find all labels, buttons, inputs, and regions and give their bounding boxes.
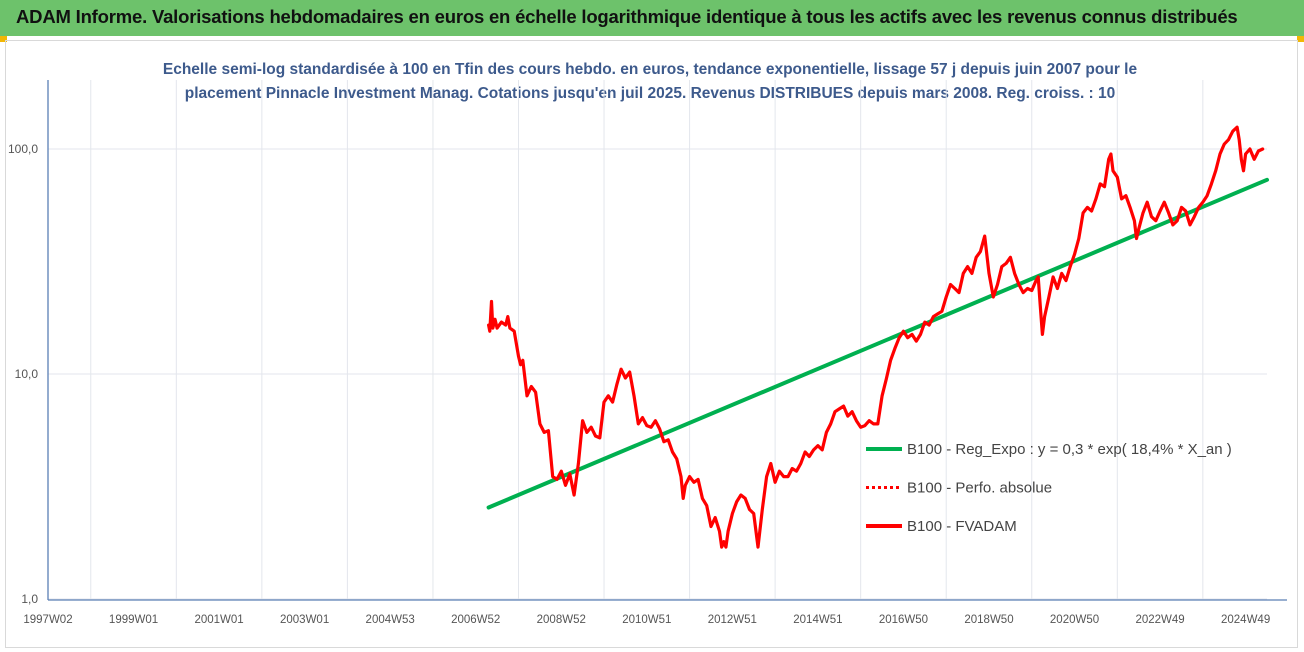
chart-title-line-1: Echelle semi-log standardisée à 100 en T… xyxy=(162,61,1138,78)
header-banner: ADAM Informe. Valorisations hebdomadaire… xyxy=(0,0,1304,36)
y-tick-label: 100,0 xyxy=(8,142,38,156)
x-tick-label: 2012W51 xyxy=(708,614,757,626)
x-tick-label: 2022W49 xyxy=(1135,614,1184,626)
x-tick-label: 2010W51 xyxy=(622,614,671,626)
x-tick-label: 1997W02 xyxy=(23,614,72,626)
x-tick-label: 2003W01 xyxy=(280,614,329,626)
y-tick-label: 1,0 xyxy=(21,592,38,606)
chart-area-border xyxy=(5,40,1298,648)
legend-label-2: B100 - FVADAM xyxy=(907,518,1017,535)
x-tick-label: 2016W50 xyxy=(879,614,928,626)
x-tick-label: 2024W49 xyxy=(1221,614,1270,626)
x-tick-label: 2004W53 xyxy=(366,614,415,626)
legend-label-0: B100 - Reg_Expo : y = 0,3 * exp( 18,4% *… xyxy=(907,441,1232,458)
x-tick-label: 2020W50 xyxy=(1050,614,1099,626)
x-tick-label: 1999W01 xyxy=(109,614,158,626)
header-title: ADAM Informe. Valorisations hebdomadaire… xyxy=(16,6,1238,27)
series-line-2 xyxy=(487,125,1265,549)
x-tick-label: 2008W52 xyxy=(537,614,586,626)
corner-marker-left xyxy=(0,36,7,42)
chart-title: Echelle semi-log standardisée à 100 en T… xyxy=(150,58,1150,106)
series-line-0 xyxy=(486,177,1269,510)
legend-label-1: B100 - Perfo. absolue xyxy=(907,480,1052,497)
chart-title-line-2: placement Pinnacle Investment Manag. Cot… xyxy=(184,85,1116,102)
x-tick-label: 2006W52 xyxy=(451,614,500,626)
x-tick-label: 2001W01 xyxy=(194,614,243,626)
y-tick-label: 10,0 xyxy=(15,367,39,381)
x-tick-label: 2014W51 xyxy=(793,614,842,626)
corner-marker-right xyxy=(1297,36,1304,42)
x-tick-label: 2018W50 xyxy=(964,614,1013,626)
